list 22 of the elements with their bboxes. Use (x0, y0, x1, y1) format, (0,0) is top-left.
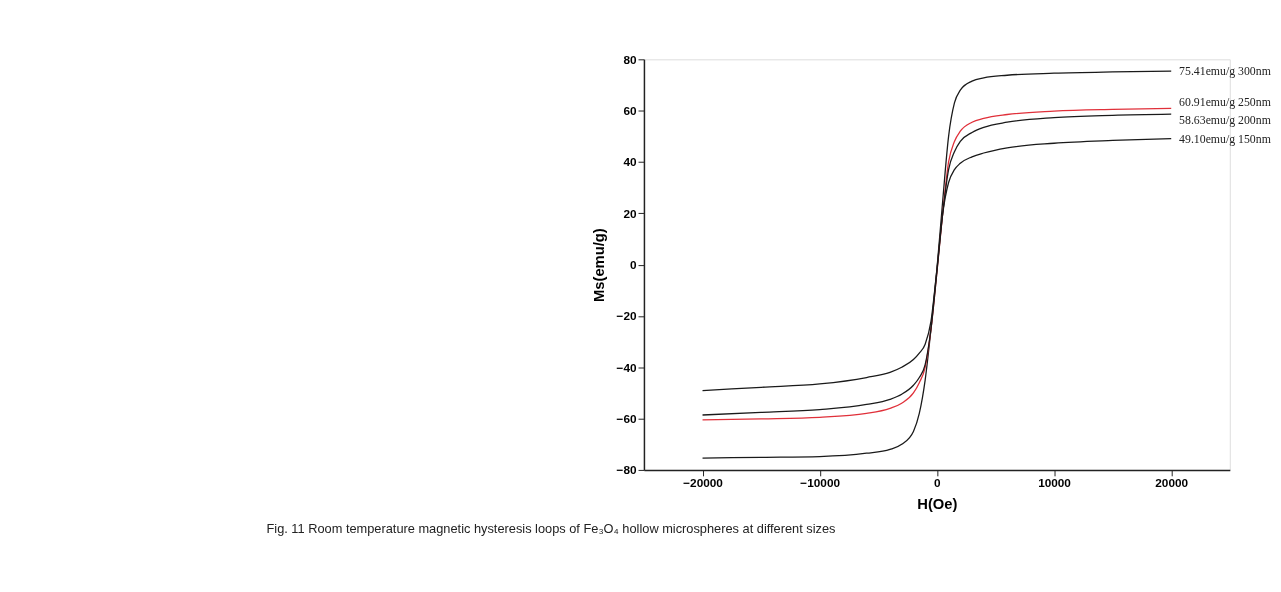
y-tick-label: −40 (616, 360, 637, 375)
y-tick-label: 0 (630, 258, 637, 273)
y-tick-label: −80 (616, 463, 637, 478)
x-tick-label: −10000 (800, 476, 841, 491)
series-label: 75.41emu/g 300nm (1179, 64, 1271, 79)
x-tick-label: 10000 (1038, 476, 1072, 491)
y-tick-label: 60 (623, 104, 637, 119)
x-tick-label: 20000 (1155, 476, 1189, 491)
y-axis-title: Ms(emu/g) (590, 228, 607, 302)
line-series (701, 70, 1172, 459)
y-tick-label: −60 (616, 412, 637, 427)
y-tick-label: 40 (623, 155, 637, 170)
series-label: 49.10emu/g 150nm (1179, 131, 1271, 146)
series-label: 60.91emu/g 250nm (1179, 95, 1271, 110)
y-tick-label: 20 (623, 206, 637, 221)
y-tick-label: −20 (616, 309, 637, 324)
series-label: 58.63emu/g 200nm (1179, 113, 1271, 128)
x-axis-title: H(Oe) (917, 495, 958, 512)
caption: Fig. 11 Room temperature magnetic hysteresis loops of Fe₃O₄ hollow microspheres at different sizes (266, 520, 836, 536)
y-tick-label: 80 (623, 52, 637, 67)
x-tick-label: 0 (934, 476, 942, 491)
x-tick-label: −20000 (683, 476, 724, 491)
